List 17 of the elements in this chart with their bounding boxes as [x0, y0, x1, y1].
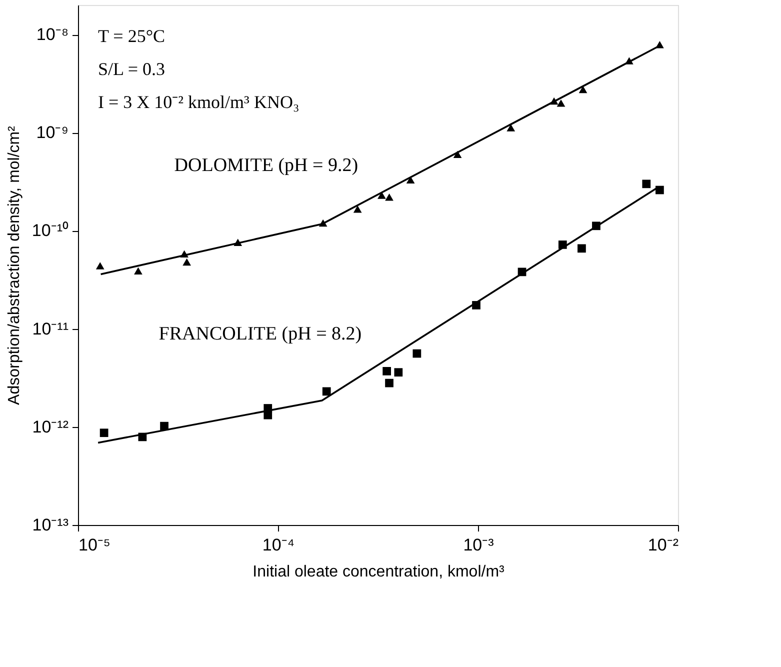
- y-axis-title: Adsorption/abstraction density, mol/cm²: [6, 125, 23, 405]
- x-tick-label: 10⁻²: [648, 536, 679, 554]
- x-tick-label: 10⁻⁵: [78, 536, 110, 554]
- y-tick-label: 10⁻¹³: [32, 516, 69, 534]
- y-tick-label: 10⁻⁹: [36, 123, 68, 142]
- y-tick-label: 10⁻¹⁰: [32, 221, 68, 240]
- x-tick-label: 10⁻⁴: [262, 536, 295, 554]
- annotation: S/L = 0.3: [98, 59, 165, 79]
- x-tick-label: 10⁻³: [463, 536, 494, 554]
- y-tick-label: 10⁻⁸: [36, 25, 68, 44]
- series-label: DOLOMITE (pH = 9.2): [174, 154, 358, 176]
- y-tick-label: 10⁻¹¹: [32, 319, 69, 338]
- x-axis-title: Initial oleate concentration, kmol/m³: [252, 564, 506, 580]
- annotation: T = 25°C: [98, 26, 166, 46]
- y-tick-label: 10⁻¹²: [32, 417, 69, 436]
- series-label: FRANCOLITE (pH = 8.2): [158, 323, 362, 344]
- annotation: I = 3 X 10⁻² kmol/m³ KNO₃: [98, 92, 300, 112]
